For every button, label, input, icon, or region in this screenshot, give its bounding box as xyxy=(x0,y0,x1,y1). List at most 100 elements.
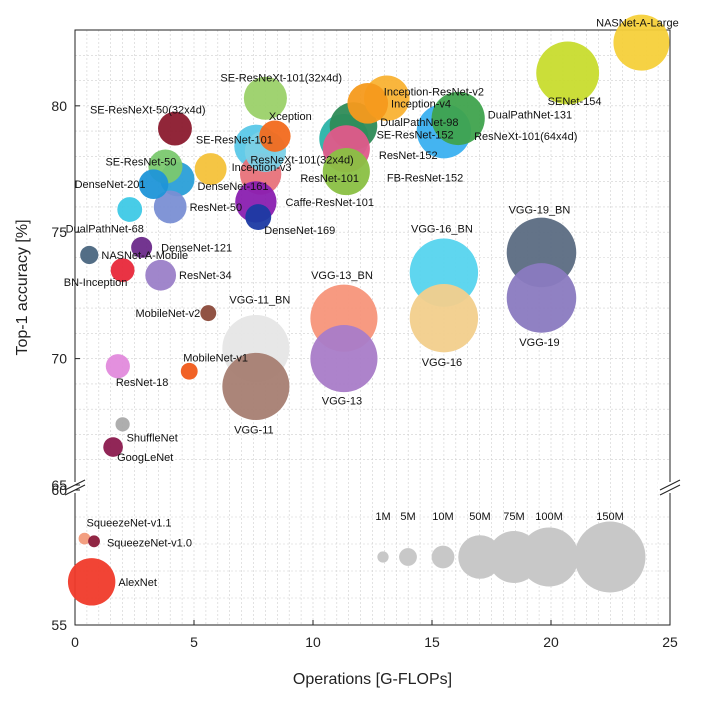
point-labels: NASNet-A-Large SENet-154 SE-ResNeXt-101(32… xyxy=(64,18,679,589)
size-legend: 1M 5M 10M 50M 75M 100M 150M xyxy=(375,511,646,593)
legend-label-1m: 1M xyxy=(375,511,390,523)
label-vgg-16: VGG-16 xyxy=(422,357,462,369)
x-tick-label: 15 xyxy=(424,634,440,650)
bubble-bn-inception xyxy=(110,258,135,283)
label-squeezenet-v1-1: SqueezeNet-v1.1 xyxy=(87,518,172,530)
legend-bubble-10m xyxy=(431,545,455,569)
label-densenet-169: DenseNet-169 xyxy=(264,225,335,237)
y-tick-label: 65 xyxy=(51,477,67,493)
x-tick-label: 10 xyxy=(305,634,321,650)
label-se-resnet-50: SE-ResNet-50 xyxy=(105,157,176,169)
label-dualpathnet-131: DualPathNet-131 xyxy=(488,109,572,121)
y-tick-label: 80 xyxy=(51,98,67,114)
label-inception-resnet-v2: Inception-ResNet-v2 xyxy=(384,86,484,98)
axis-break-mark xyxy=(659,479,681,491)
bubble-senet-154 xyxy=(536,41,600,105)
label-alexnet: AlexNet xyxy=(118,577,157,589)
bubble-nasnet-a-mobile xyxy=(80,245,99,265)
y-axis-label: Top-1 accuracy [%] xyxy=(14,219,31,355)
bubble-densenet-169 xyxy=(245,204,272,231)
bubbles xyxy=(67,14,670,606)
x-tick-label: 0 xyxy=(71,634,79,650)
label-nasnet-a-large: NASNet-A-Large xyxy=(596,18,679,30)
label-xception: Xception xyxy=(269,111,312,123)
label-shufflenet: ShuffleNet xyxy=(127,432,178,444)
label-vgg-19: VGG-19 xyxy=(519,337,559,349)
bubble-resnet-34 xyxy=(145,259,177,291)
y-tick-label: 55 xyxy=(51,617,67,633)
label-bn-inception: BN-Inception xyxy=(64,277,128,289)
label-mobilenet-v1: MobileNet-v1 xyxy=(183,352,248,364)
legend-label-100m: 100M xyxy=(535,511,563,523)
y-tick-label: 70 xyxy=(51,351,67,367)
label-vgg-16-bn: VGG-16_BN xyxy=(411,224,473,236)
bubble-densenet-201 xyxy=(138,169,169,200)
bubble-dualpathnet-131 xyxy=(431,91,485,146)
plot-border xyxy=(74,29,671,626)
axis-break-mark xyxy=(659,484,681,496)
label-fb-resnet-152: FB-ResNet-152 xyxy=(387,173,463,185)
label-squeezenet-v1-0: SqueezeNet-v1.0 xyxy=(107,537,192,549)
axis-break-gap xyxy=(63,482,87,493)
bubble-shufflenet xyxy=(115,417,130,432)
bubble-vgg-16 xyxy=(409,283,479,353)
bubble-se-resnext-50-32x4d xyxy=(158,111,192,146)
bubble-mobilenet-v2 xyxy=(200,305,217,322)
label-se-resnext-101-32x4d: SE-ResNeXt-101(32x4d) xyxy=(220,72,342,84)
axis-ticks: 0 5 10 15 20 25 65 70 75 80 55 60 xyxy=(51,98,678,650)
bubble-alexnet xyxy=(67,558,116,606)
label-resnet-50: ResNet-50 xyxy=(190,202,243,214)
label-dualpathnet-68: DualPathNet-68 xyxy=(66,223,144,235)
bubble-se-resnext-101-32x4d xyxy=(243,76,287,120)
x-tick-label: 25 xyxy=(662,634,678,650)
label-googlenet: GoogLeNet xyxy=(117,452,173,464)
label-inception-v3: Inception-v3 xyxy=(232,162,292,174)
label-inception-v4: Inception-v4 xyxy=(391,98,451,110)
label-vgg-19-bn: VGG-19_BN xyxy=(509,204,571,216)
bubble-xception xyxy=(259,120,291,152)
y-tick-label: 75 xyxy=(51,224,67,240)
label-resnext-101-64x4d: ResNeXt-101(64x4d) xyxy=(474,131,577,143)
label-se-resnet-101: SE-ResNet-101 xyxy=(196,134,273,146)
bubble-densenet-121 xyxy=(131,236,153,258)
legend-bubble-100m xyxy=(519,527,579,587)
label-vgg-13: VGG-13 xyxy=(322,396,362,408)
label-densenet-201: DenseNet-201 xyxy=(75,179,146,191)
label-senet-154: SENet-154 xyxy=(548,96,602,108)
bubble-fb-resnet-152 xyxy=(322,147,370,196)
bubble-vgg-13 xyxy=(310,325,378,393)
label-mobilenet-v2: MobileNet-v2 xyxy=(135,308,200,320)
legend-bubble-1m xyxy=(377,551,389,563)
label-se-resnet-152: SE-ResNet-152 xyxy=(377,130,454,142)
y-tick-label: 60 xyxy=(51,482,67,498)
bubble-dualpathnet-68 xyxy=(117,197,143,222)
label-vgg-13-bn: VGG-13_BN xyxy=(311,270,373,282)
label-dualpathnet-98: DualPathNet-98 xyxy=(380,117,458,129)
bubble-inception-v3 xyxy=(194,153,227,185)
legend-bubble-5m xyxy=(399,548,417,566)
label-densenet-161: DenseNet-161 xyxy=(198,181,269,193)
legend-label-10m: 10M xyxy=(432,511,453,523)
bubble-vgg-19 xyxy=(506,263,577,333)
axis-break-gap xyxy=(658,482,682,493)
x-tick-label: 20 xyxy=(543,634,559,650)
x-axis-label: Operations [G-FLOPs] xyxy=(293,671,452,688)
bubble-nasnet-a-large xyxy=(613,14,670,71)
legend-label-50m: 50M xyxy=(469,511,490,523)
label-nasnet-a-mobile: NASNet-A-Mobile xyxy=(101,250,188,262)
bubble-vgg-11 xyxy=(222,352,290,420)
x-tick-label: 5 xyxy=(190,634,198,650)
label-densenet-121: DenseNet-121 xyxy=(161,242,232,254)
label-vgg-11: VGG-11 xyxy=(234,424,274,436)
bubble-resnet-18 xyxy=(105,354,130,379)
legend-label-75m: 75M xyxy=(503,511,524,523)
bubble-inception-v4 xyxy=(347,82,389,124)
label-resnext-101-32x4d: ResNeXt-101(32x4d) xyxy=(250,154,353,166)
label-se-resnext-50-32x4d: SE-ResNeXt-50(32x4d) xyxy=(90,105,206,117)
legend-label-150m: 150M xyxy=(596,511,624,523)
bubble-resnet-50 xyxy=(153,190,187,224)
bubble-squeezenet-v1-0 xyxy=(88,535,100,548)
legend-label-5m: 5M xyxy=(400,511,415,523)
label-vgg-11-bn: VGG-11_BN xyxy=(229,295,290,307)
